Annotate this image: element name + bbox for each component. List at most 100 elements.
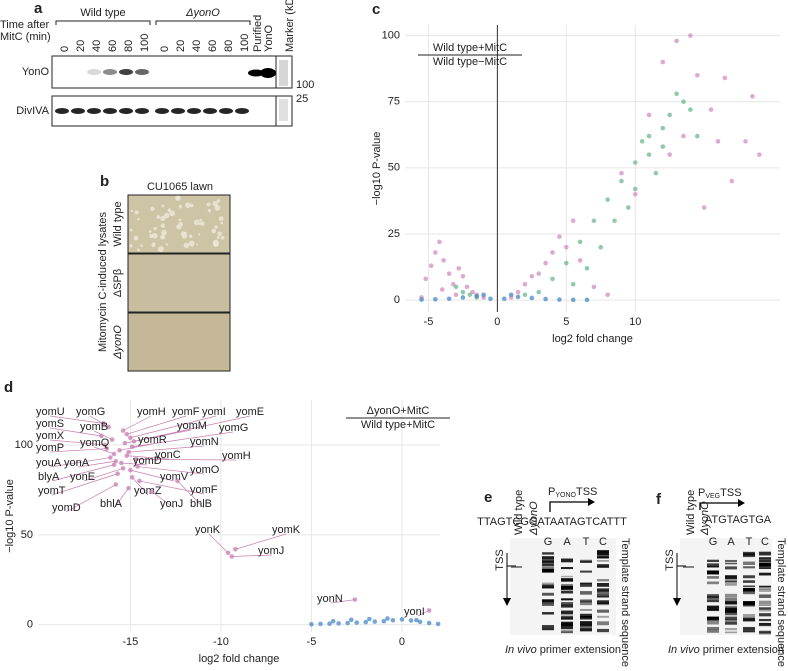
gel-band — [759, 631, 771, 635]
group-bracket — [55, 20, 151, 25]
gel-band — [597, 582, 609, 587]
point — [122, 440, 128, 446]
gene-label: yomK — [272, 524, 301, 536]
label-leader — [49, 427, 102, 437]
gel-band — [597, 594, 609, 598]
marker-smear — [279, 99, 288, 121]
arrowhead — [738, 499, 745, 507]
plaque — [161, 229, 167, 236]
gel-band — [597, 553, 609, 558]
label-leader — [126, 415, 187, 435]
point — [128, 435, 133, 441]
gene-label: yomF — [190, 484, 218, 496]
point — [605, 292, 610, 298]
gel-band — [759, 613, 771, 617]
point — [632, 186, 638, 192]
band — [248, 69, 264, 77]
gel-band — [725, 562, 737, 565]
panel-label: a — [34, 0, 43, 17]
gene-label: yonN — [317, 593, 343, 605]
plaque — [212, 239, 219, 246]
lane-label: 80 — [223, 40, 235, 52]
gel-band — [580, 625, 592, 628]
gel-band — [743, 587, 755, 592]
point — [550, 250, 555, 255]
point — [446, 271, 452, 276]
gel-band — [580, 609, 592, 611]
point — [646, 112, 652, 118]
lane-label: ΔyonO — [699, 501, 711, 536]
plaque — [129, 244, 133, 248]
point — [632, 160, 638, 165]
point — [175, 478, 180, 484]
row-label: ΔSPβ — [112, 269, 124, 297]
group-label: ΔyonO — [185, 7, 220, 19]
time-label: MitC (min) — [0, 31, 51, 43]
band — [119, 108, 133, 114]
point — [543, 260, 548, 266]
plaque — [157, 246, 164, 253]
point — [426, 620, 432, 626]
lane-label: Wild type — [513, 490, 525, 535]
purified-label: Purified — [252, 15, 264, 52]
point — [225, 550, 231, 556]
point — [456, 266, 462, 271]
gel-band — [707, 626, 719, 630]
gel-band — [743, 603, 755, 606]
plaque — [189, 203, 194, 208]
gel-band — [725, 607, 737, 612]
point — [515, 294, 521, 300]
label-leader — [126, 455, 170, 460]
gel-band — [542, 599, 554, 603]
band — [55, 108, 69, 114]
point — [423, 276, 428, 282]
gel-band — [743, 585, 755, 588]
gene-label: yomD — [133, 455, 162, 467]
gene-label: yomR — [138, 434, 167, 446]
point — [135, 464, 140, 469]
point — [722, 75, 728, 81]
side-label: Template strand sequence — [619, 538, 631, 667]
gel-band — [597, 602, 609, 606]
point — [381, 618, 387, 624]
footer-text: primer extension — [703, 644, 784, 656]
x-tick-label: -5 — [424, 316, 434, 328]
gene-label: yomD — [52, 502, 81, 514]
gel-band — [759, 604, 771, 606]
plaque — [207, 208, 212, 213]
gel-band — [542, 566, 554, 570]
label-leader — [151, 491, 175, 509]
point — [515, 289, 521, 295]
point — [598, 244, 604, 250]
point — [757, 152, 762, 157]
plaque — [220, 235, 225, 240]
plaque — [178, 218, 182, 222]
label-leader — [124, 429, 192, 444]
point — [591, 284, 597, 290]
gel-band — [580, 615, 592, 618]
label-leader — [49, 448, 107, 453]
gel-band — [561, 625, 573, 630]
plaque — [185, 202, 191, 209]
tss-arrow — [699, 502, 738, 510]
point — [632, 191, 638, 197]
sequence: TTAGTCGGATAATAGTCATTT — [477, 516, 627, 528]
point — [557, 297, 562, 302]
label-leader — [122, 415, 152, 431]
blot — [51, 55, 277, 89]
point — [437, 239, 442, 245]
gel-band — [743, 561, 755, 565]
point — [336, 621, 341, 626]
gel-band — [597, 602, 609, 605]
gene-label: bhlB — [190, 498, 212, 510]
gel-band — [542, 568, 554, 573]
gel-band — [580, 560, 592, 563]
plaque — [160, 234, 166, 240]
gene-label: yomP — [36, 442, 64, 454]
label-leader — [65, 484, 117, 513]
gel-band — [561, 558, 573, 563]
gel-band — [561, 629, 573, 633]
base-label: T — [583, 536, 590, 548]
point — [701, 205, 707, 210]
